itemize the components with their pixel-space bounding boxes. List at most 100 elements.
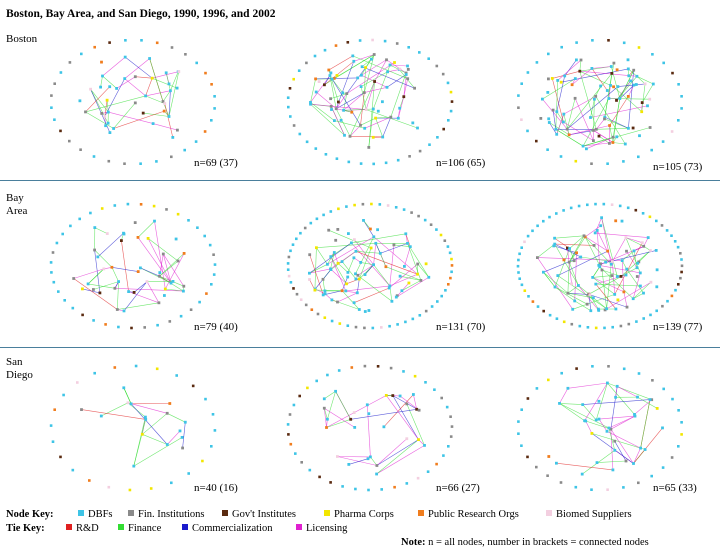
connected-node: [326, 263, 329, 266]
connected-node: [611, 274, 614, 277]
isolated-node: [324, 316, 327, 319]
isolated-node: [170, 156, 173, 159]
isolated-node: [560, 372, 563, 375]
connected-node: [360, 74, 363, 77]
connected-node: [608, 142, 611, 145]
isolated-node: [536, 61, 539, 64]
isolated-node: [53, 408, 56, 411]
connected-node: [405, 403, 408, 406]
isolated-node: [677, 409, 680, 412]
isolated-node: [143, 326, 146, 329]
swatch-icon: [118, 524, 124, 530]
connected-node: [340, 119, 343, 122]
connected-node: [580, 59, 583, 62]
connected-node: [640, 110, 643, 113]
connected-node: [661, 427, 664, 430]
isolated-node: [379, 203, 382, 206]
connected-node: [372, 235, 375, 238]
isolated-node: [294, 452, 297, 455]
tie: [101, 76, 103, 87]
isolated-node: [72, 469, 75, 472]
connected-node: [144, 418, 147, 421]
connected-node: [393, 244, 396, 247]
isolated-node: [325, 153, 328, 156]
isolated-node: [655, 310, 658, 313]
connected-node: [406, 65, 409, 68]
connected-node: [99, 292, 102, 295]
isolated-node: [287, 423, 290, 426]
isolated-node: [61, 233, 64, 236]
connected-node: [166, 412, 169, 415]
connected-node: [133, 291, 136, 294]
isolated-node: [205, 292, 208, 295]
connected-node: [553, 243, 556, 246]
isolated-node: [214, 263, 217, 266]
isolated-node: [287, 106, 290, 109]
connected-node: [183, 252, 186, 255]
connected-node: [370, 247, 373, 250]
isolated-node: [575, 486, 578, 489]
connected-node: [650, 281, 653, 284]
connected-node: [620, 275, 623, 278]
isolated-node: [677, 283, 680, 286]
connected-node: [344, 290, 347, 293]
connected-node: [407, 68, 410, 71]
isolated-node: [440, 295, 443, 298]
tie: [336, 391, 351, 419]
isolated-node: [560, 46, 563, 49]
connected-node: [548, 121, 551, 124]
connected-node: [163, 294, 166, 297]
tie: [553, 110, 556, 129]
isolated-node: [650, 149, 653, 152]
isolated-node: [662, 466, 665, 469]
isolated-node: [293, 404, 296, 407]
tie: [147, 282, 159, 303]
connected-node: [633, 250, 636, 253]
isolated-node: [677, 83, 680, 86]
isolated-node: [517, 94, 520, 97]
isolated-node: [414, 375, 417, 378]
isolated-node: [603, 203, 606, 206]
isolated-node: [418, 51, 421, 54]
connected-node: [385, 394, 388, 397]
connected-node: [594, 283, 597, 286]
isolated-node: [156, 368, 159, 371]
connected-node: [122, 386, 125, 389]
connected-node: [364, 310, 367, 313]
isolated-node: [315, 147, 318, 150]
isolated-node: [428, 143, 431, 146]
connected-node: [107, 122, 110, 125]
tie: [596, 86, 601, 96]
isolated-node: [408, 155, 411, 158]
connected-node: [132, 465, 135, 468]
isolated-node: [670, 234, 673, 237]
connected-node: [406, 242, 409, 245]
swatch-icon: [66, 524, 72, 530]
connected-node: [369, 228, 372, 231]
connected-node: [123, 77, 126, 80]
isolated-node: [671, 295, 674, 298]
connected-node: [349, 418, 352, 421]
connected-node: [315, 246, 318, 249]
connected-node: [571, 83, 574, 86]
connected-node: [638, 134, 641, 137]
isolated-node: [295, 238, 298, 241]
isolated-node: [594, 203, 597, 206]
tie: [402, 280, 421, 290]
isolated-node: [527, 295, 530, 298]
connected-node: [411, 122, 414, 125]
tie: [537, 244, 554, 258]
connected-node: [562, 113, 565, 116]
connected-node: [330, 108, 333, 111]
connected-node: [591, 67, 594, 70]
connected-node: [350, 242, 353, 245]
connected-node: [165, 71, 168, 74]
connected-node: [386, 86, 389, 89]
isolated-node: [575, 367, 578, 370]
isolated-node: [412, 318, 415, 321]
isolated-node: [520, 408, 523, 411]
connected-node: [355, 278, 358, 281]
connected-node: [341, 260, 344, 263]
connected-node: [589, 309, 592, 312]
connected-node: [99, 86, 102, 89]
